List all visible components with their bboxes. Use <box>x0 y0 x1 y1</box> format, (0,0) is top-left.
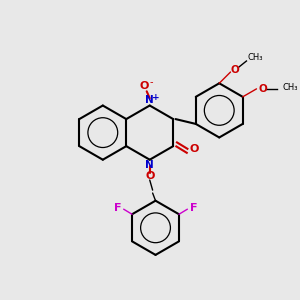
Text: N: N <box>145 160 154 170</box>
Text: -: - <box>149 77 153 87</box>
Text: O: O <box>140 80 149 91</box>
Text: CH₃: CH₃ <box>247 53 263 62</box>
Text: CH₃: CH₃ <box>282 83 298 92</box>
Text: O: O <box>231 65 239 75</box>
Text: O: O <box>259 84 267 94</box>
Text: F: F <box>190 203 197 213</box>
Text: F: F <box>113 203 121 213</box>
Text: O: O <box>145 171 154 181</box>
Text: O: O <box>189 144 199 154</box>
Text: +: + <box>152 93 160 102</box>
Text: N: N <box>146 95 154 105</box>
